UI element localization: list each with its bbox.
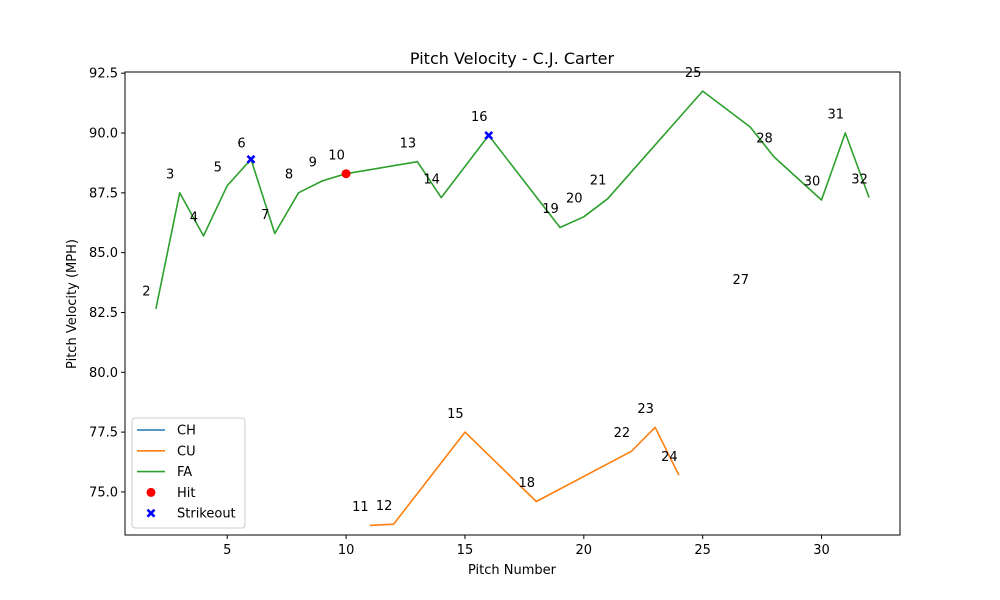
pitch-number-label: 22 — [614, 426, 631, 441]
x-axis-label: Pitch Number — [468, 563, 557, 578]
y-tick-label: 75.0 — [89, 485, 118, 500]
y-tick-label: 85.0 — [89, 246, 118, 261]
y-tick-label: 77.5 — [89, 426, 118, 441]
pitch-number-label: 15 — [447, 407, 464, 422]
series-line-fa — [155, 90, 870, 310]
pitch-number-label: 14 — [423, 172, 440, 187]
legend-frame — [131, 417, 246, 529]
y-axis: 75.0 77.5 80.0 82.5 85.0 87.5 90.0 92.5 — [89, 67, 125, 500]
hit-marker — [341, 169, 351, 179]
pitch-number-label: 19 — [542, 202, 559, 217]
pitch-number-label: 25 — [685, 66, 702, 81]
x-tick-label: 5 — [223, 543, 231, 558]
pitch-number-label: 11 — [352, 500, 369, 515]
marker-stroke — [246, 154, 256, 164]
x-tick-label: 25 — [694, 543, 711, 558]
pitch-number-label: 21 — [590, 173, 607, 188]
pitch-number-label: 27 — [732, 273, 749, 288]
legend-swatch-hit — [146, 487, 156, 497]
pitch-number-label: 6 — [237, 136, 245, 151]
marker-layer — [246, 130, 494, 179]
legend-label-fa: FA — [177, 465, 192, 480]
pitch-number-label: 23 — [637, 402, 654, 417]
legend-label-strikeout: Strikeout — [177, 507, 236, 522]
pitch-number-label: 32 — [851, 172, 868, 187]
x-tick-label: 30 — [813, 543, 830, 558]
series-line-cu — [369, 426, 680, 527]
y-tick-label: 87.5 — [89, 186, 118, 201]
pitch-number-label: 12 — [376, 499, 393, 514]
pitch-number-label: 2 — [142, 285, 150, 300]
pitch-number-label: 18 — [518, 476, 535, 491]
pitch-number-label: 8 — [285, 167, 293, 182]
series-layer — [155, 90, 870, 527]
legend: CH CU FA Hit Strikeout — [131, 417, 246, 529]
legend-swatch-strikeout — [146, 508, 156, 518]
legend-label-ch: CH — [177, 424, 196, 439]
pitch-number-label: 3 — [166, 167, 174, 182]
pitch-number-label: 20 — [566, 191, 583, 206]
legend-label-cu: CU — [177, 444, 196, 459]
y-tick-label: 92.5 — [89, 67, 118, 82]
pitch-number-label: 13 — [400, 136, 417, 151]
x-tick-label: 10 — [338, 543, 355, 558]
y-axis-label: Pitch Velocity (MPH) — [65, 239, 80, 369]
pitch-number-label: 30 — [804, 175, 821, 190]
pitch-number-label: 9 — [309, 156, 317, 171]
pitch-number-label: 5 — [214, 160, 222, 175]
chart-title: Pitch Velocity - C.J. Carter — [410, 49, 615, 68]
pitch-number-label: 28 — [756, 132, 773, 147]
strikeout-marker — [484, 130, 494, 140]
x-tick-label: 15 — [457, 543, 474, 558]
pitch-number-label: 31 — [828, 108, 845, 123]
pitch-number-label: 4 — [190, 211, 198, 226]
plot-frame — [124, 71, 901, 536]
pitch-number-label: 24 — [661, 450, 678, 465]
pitch-number-label: 7 — [261, 208, 269, 223]
x-tick-label: 20 — [576, 543, 593, 558]
x-axis: 5 10 15 20 25 30 — [223, 535, 830, 558]
marker-stroke — [484, 130, 494, 140]
legend-label-hit: Hit — [177, 486, 195, 501]
y-tick-label: 80.0 — [89, 366, 118, 381]
y-tick-label: 90.0 — [89, 127, 118, 142]
marker-stroke — [146, 508, 156, 518]
y-tick-label: 82.5 — [89, 306, 118, 321]
strikeout-marker — [246, 154, 256, 164]
pitch-number-label: 16 — [471, 110, 488, 125]
pitch-number-label: 10 — [328, 148, 345, 163]
